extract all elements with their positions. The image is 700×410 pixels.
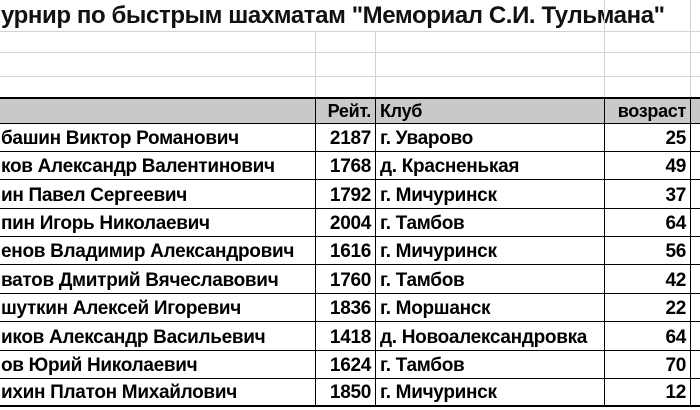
extra-cell[interactable]: [691, 180, 700, 209]
name-cell[interactable]: ихин Платон Михайлович: [0, 379, 316, 408]
extra-cell[interactable]: [691, 350, 700, 380]
gridline: [0, 76, 700, 77]
age-cell[interactable]: 70: [605, 350, 691, 380]
age-cell[interactable]: 56: [605, 237, 691, 266]
header-rating[interactable]: Рейт.: [316, 99, 376, 124]
header-age[interactable]: возраст: [605, 99, 691, 124]
name-cell[interactable]: ков Александр Валентинович: [0, 151, 316, 181]
age-cell[interactable]: 37: [605, 180, 691, 209]
name-cell[interactable]: ин Павел Сергеевич: [0, 180, 316, 209]
rating-cell[interactable]: 1836: [316, 293, 376, 323]
club-cell[interactable]: д. Новоалександровка: [376, 322, 605, 351]
extra-cell[interactable]: [691, 123, 700, 152]
club-cell[interactable]: д. Красненькая: [376, 151, 605, 181]
extra-cell[interactable]: [691, 293, 700, 323]
age-cell[interactable]: 12: [605, 379, 691, 408]
club-cell[interactable]: г. Мичуринск: [376, 379, 605, 408]
rating-cell[interactable]: 1768: [316, 151, 376, 181]
name-cell[interactable]: ов Юрий Николаевич: [0, 350, 316, 380]
rating-cell[interactable]: 1616: [316, 237, 376, 266]
sheet-title[interactable]: урнир по быстрым шахматам "Мемориал С.И.…: [1, 2, 665, 29]
rating-cell[interactable]: 1418: [316, 322, 376, 351]
extra-cell[interactable]: [691, 237, 700, 266]
club-cell[interactable]: г. Мичуринск: [376, 180, 605, 209]
name-cell[interactable]: башин Виктор Романович: [0, 123, 316, 152]
header-name[interactable]: [0, 99, 316, 124]
club-cell[interactable]: г. Уварово: [376, 123, 605, 152]
gridline: [0, 31, 700, 32]
gridline: [315, 31, 316, 97]
club-cell[interactable]: г. Тамбов: [376, 208, 605, 238]
age-cell[interactable]: 22: [605, 293, 691, 323]
club-cell[interactable]: г. Мичуринск: [376, 237, 605, 266]
extra-cell[interactable]: [691, 379, 700, 408]
age-cell[interactable]: 49: [605, 151, 691, 181]
name-cell[interactable]: енов Владимир Александрович: [0, 237, 316, 266]
age-cell[interactable]: 25: [605, 123, 691, 152]
rating-cell[interactable]: 2004: [316, 208, 376, 238]
club-cell[interactable]: г. Тамбов: [376, 265, 605, 294]
name-cell[interactable]: шуткин Алексей Игоревич: [0, 293, 316, 323]
name-cell[interactable]: пин Игорь Николаевич: [0, 208, 316, 238]
header-extra[interactable]: [691, 99, 700, 124]
rating-cell[interactable]: 1850: [316, 379, 376, 408]
name-cell[interactable]: ватов Дмитрий Вячеславович: [0, 265, 316, 294]
extra-cell[interactable]: [691, 151, 700, 181]
age-cell[interactable]: 64: [605, 322, 691, 351]
age-cell[interactable]: 42: [605, 265, 691, 294]
gridline: [690, 0, 691, 97]
player-table: Рейт. Клуб возраст башин Виктор Романови…: [0, 97, 700, 408]
club-cell[interactable]: г. Тамбов: [376, 350, 605, 380]
age-cell[interactable]: 64: [605, 208, 691, 238]
rating-cell[interactable]: 1792: [316, 180, 376, 209]
extra-cell[interactable]: [691, 265, 700, 294]
gridline: [604, 0, 605, 97]
extra-cell[interactable]: [691, 322, 700, 351]
rating-cell[interactable]: 1624: [316, 350, 376, 380]
name-cell[interactable]: иков Александр Васильевич: [0, 322, 316, 351]
gridline: [0, 52, 700, 53]
gridline: [375, 31, 376, 97]
club-cell[interactable]: г. Моршанск: [376, 293, 605, 323]
header-club[interactable]: Клуб: [376, 99, 605, 124]
extra-cell[interactable]: [691, 208, 700, 238]
rating-cell[interactable]: 1760: [316, 265, 376, 294]
rating-cell[interactable]: 2187: [316, 123, 376, 152]
